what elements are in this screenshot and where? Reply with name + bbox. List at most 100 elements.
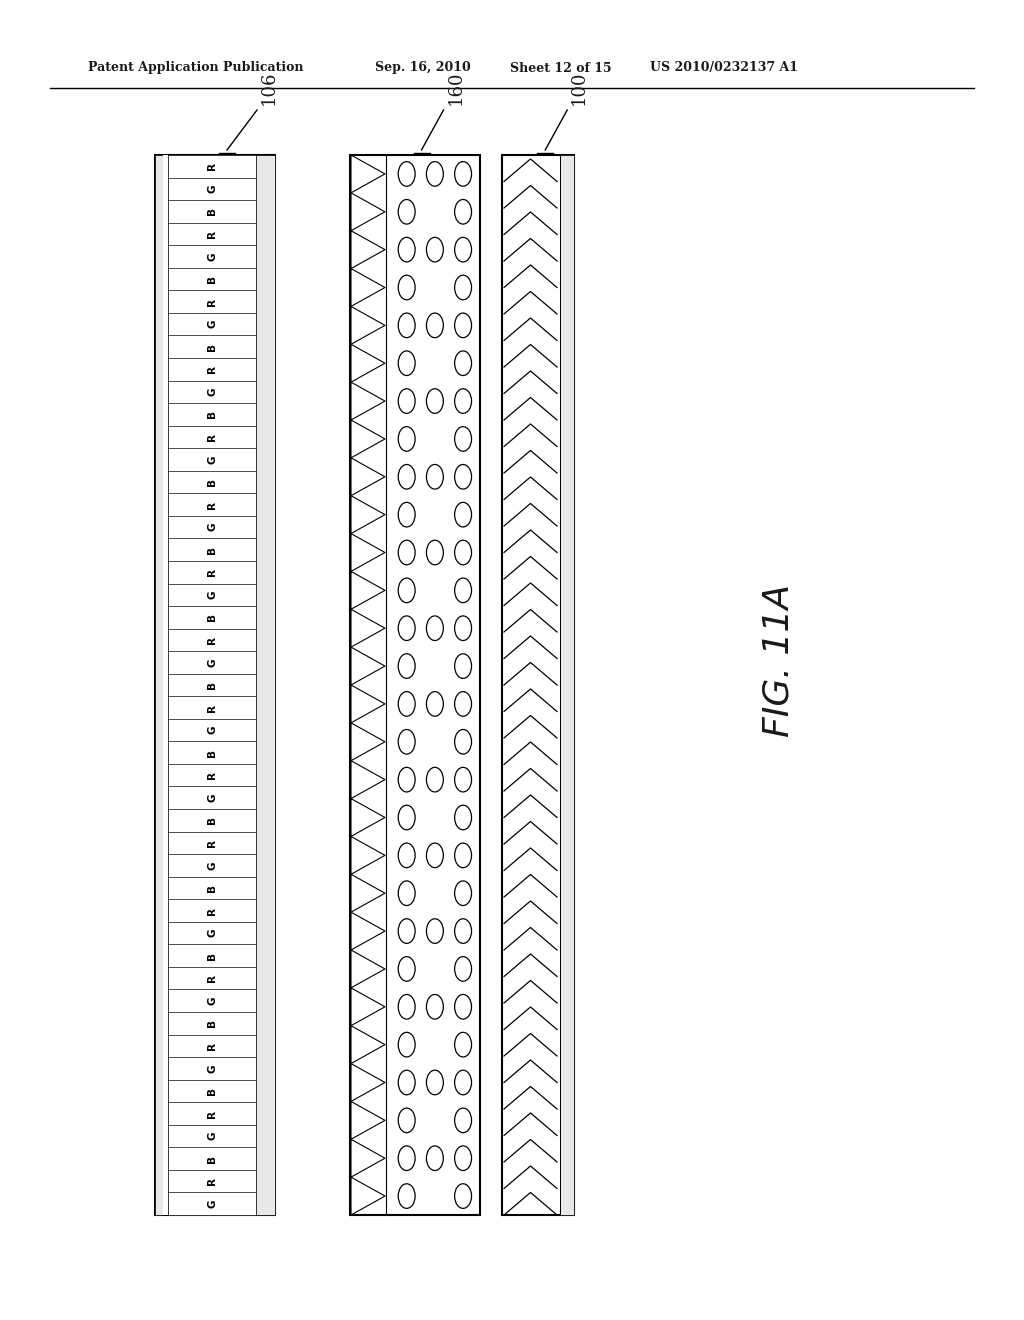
Ellipse shape bbox=[398, 1107, 415, 1133]
Text: R: R bbox=[207, 500, 217, 508]
Ellipse shape bbox=[398, 1184, 415, 1208]
Text: G: G bbox=[207, 388, 217, 396]
Text: B: B bbox=[207, 748, 217, 756]
Bar bbox=[168, 764, 256, 787]
Bar bbox=[168, 1035, 256, 1057]
Bar bbox=[163, 154, 168, 1214]
Ellipse shape bbox=[398, 161, 415, 186]
Ellipse shape bbox=[426, 313, 443, 338]
Bar bbox=[168, 1192, 256, 1214]
Ellipse shape bbox=[455, 919, 471, 944]
Text: B: B bbox=[207, 614, 217, 622]
Bar bbox=[168, 539, 256, 561]
Bar bbox=[168, 223, 256, 246]
Bar bbox=[168, 154, 256, 178]
Bar bbox=[168, 673, 256, 696]
Ellipse shape bbox=[398, 616, 415, 640]
Bar bbox=[168, 899, 256, 921]
Text: B: B bbox=[207, 884, 217, 892]
Ellipse shape bbox=[455, 313, 471, 338]
Ellipse shape bbox=[455, 1071, 471, 1094]
Ellipse shape bbox=[455, 653, 471, 678]
Bar bbox=[168, 494, 256, 516]
Bar bbox=[168, 449, 256, 471]
Bar bbox=[168, 178, 256, 201]
Ellipse shape bbox=[455, 578, 471, 603]
Bar bbox=[168, 1125, 256, 1147]
Ellipse shape bbox=[426, 238, 443, 261]
Ellipse shape bbox=[426, 161, 443, 186]
Text: 106: 106 bbox=[260, 70, 278, 106]
Text: B: B bbox=[207, 207, 217, 215]
Bar bbox=[168, 313, 256, 335]
Ellipse shape bbox=[426, 919, 443, 944]
Text: G: G bbox=[207, 319, 217, 329]
Ellipse shape bbox=[398, 426, 415, 451]
Bar bbox=[168, 403, 256, 425]
Ellipse shape bbox=[398, 465, 415, 490]
Bar bbox=[168, 1102, 256, 1125]
Text: G: G bbox=[207, 997, 217, 1005]
Bar bbox=[168, 719, 256, 742]
Text: B: B bbox=[207, 411, 217, 418]
Text: G: G bbox=[207, 590, 217, 599]
Ellipse shape bbox=[455, 805, 471, 830]
Ellipse shape bbox=[426, 994, 443, 1019]
Ellipse shape bbox=[398, 994, 415, 1019]
Bar bbox=[168, 1012, 256, 1035]
Ellipse shape bbox=[426, 692, 443, 717]
Text: G: G bbox=[207, 1200, 217, 1208]
Text: R: R bbox=[207, 1177, 217, 1185]
Ellipse shape bbox=[398, 805, 415, 830]
Bar bbox=[168, 380, 256, 403]
Bar bbox=[168, 1147, 256, 1170]
Ellipse shape bbox=[455, 503, 471, 527]
Bar bbox=[168, 809, 256, 832]
Bar bbox=[168, 335, 256, 358]
Text: R: R bbox=[207, 636, 217, 644]
Bar bbox=[168, 628, 256, 651]
Ellipse shape bbox=[426, 540, 443, 565]
Bar bbox=[168, 921, 256, 944]
Bar bbox=[168, 1057, 256, 1080]
Text: R: R bbox=[207, 366, 217, 374]
Text: Patent Application Publication: Patent Application Publication bbox=[88, 62, 303, 74]
Text: Sep. 16, 2010: Sep. 16, 2010 bbox=[375, 62, 471, 74]
Text: B: B bbox=[207, 275, 217, 282]
Bar bbox=[168, 358, 256, 380]
Text: G: G bbox=[207, 726, 217, 734]
Text: B: B bbox=[207, 343, 217, 351]
Bar bbox=[168, 246, 256, 268]
Ellipse shape bbox=[455, 426, 471, 451]
Text: R: R bbox=[207, 433, 217, 441]
Bar bbox=[168, 583, 256, 606]
Ellipse shape bbox=[455, 957, 471, 981]
Ellipse shape bbox=[455, 730, 471, 754]
Ellipse shape bbox=[426, 843, 443, 867]
Text: R: R bbox=[207, 1110, 217, 1118]
Ellipse shape bbox=[426, 1146, 443, 1171]
Text: G: G bbox=[207, 793, 217, 803]
Bar bbox=[350, 154, 480, 1214]
Ellipse shape bbox=[398, 767, 415, 792]
Ellipse shape bbox=[455, 389, 471, 413]
Bar bbox=[168, 876, 256, 899]
Text: R: R bbox=[207, 771, 217, 779]
Text: R: R bbox=[207, 162, 217, 170]
Text: B: B bbox=[207, 952, 217, 960]
Bar bbox=[155, 154, 275, 1214]
Ellipse shape bbox=[426, 1071, 443, 1094]
Text: R: R bbox=[207, 297, 217, 306]
Ellipse shape bbox=[398, 919, 415, 944]
Ellipse shape bbox=[398, 275, 415, 300]
Ellipse shape bbox=[398, 313, 415, 338]
Text: B: B bbox=[207, 816, 217, 824]
Ellipse shape bbox=[398, 540, 415, 565]
Ellipse shape bbox=[398, 957, 415, 981]
Text: 160: 160 bbox=[446, 70, 465, 106]
Ellipse shape bbox=[398, 1146, 415, 1171]
Ellipse shape bbox=[398, 1071, 415, 1094]
Ellipse shape bbox=[398, 843, 415, 867]
Ellipse shape bbox=[455, 540, 471, 565]
Ellipse shape bbox=[455, 994, 471, 1019]
